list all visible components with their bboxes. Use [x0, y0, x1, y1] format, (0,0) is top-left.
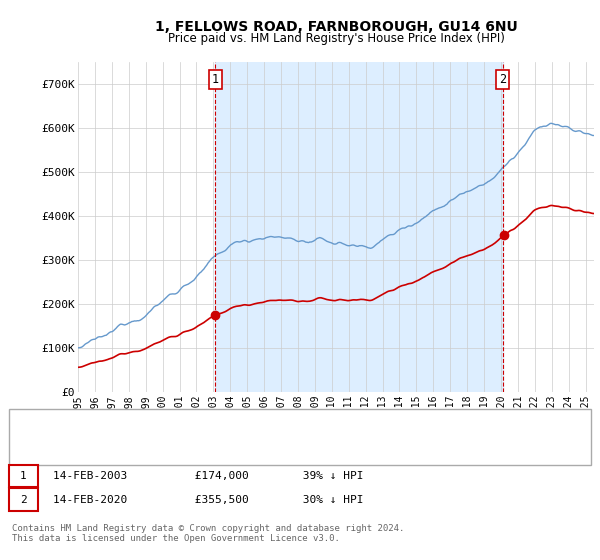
Text: 2: 2: [20, 494, 27, 505]
Text: 14-FEB-2020          £355,500        30% ↓ HPI: 14-FEB-2020 £355,500 30% ↓ HPI: [53, 494, 364, 505]
Text: 2: 2: [499, 73, 506, 86]
Text: Contains HM Land Registry data © Crown copyright and database right 2024.
This d: Contains HM Land Registry data © Crown c…: [12, 524, 404, 543]
Bar: [215, 62, 503, 392]
Text: HPI: Average price, detached house, Rushmoor: HPI: Average price, detached house, Rush…: [84, 446, 359, 456]
Text: 1, FELLOWS ROAD, FARNBOROUGH, GU14 6NU (detached house): 1, FELLOWS ROAD, FARNBOROUGH, GU14 6NU (…: [84, 418, 428, 428]
Text: 1, FELLOWS ROAD, FARNBOROUGH, GU14 6NU: 1, FELLOWS ROAD, FARNBOROUGH, GU14 6NU: [155, 20, 517, 34]
Text: 14-FEB-2003          £174,000        39% ↓ HPI: 14-FEB-2003 £174,000 39% ↓ HPI: [53, 471, 364, 481]
Text: Price paid vs. HM Land Registry's House Price Index (HPI): Price paid vs. HM Land Registry's House …: [167, 32, 505, 45]
Text: 1: 1: [212, 73, 219, 86]
Text: 1: 1: [20, 471, 27, 481]
